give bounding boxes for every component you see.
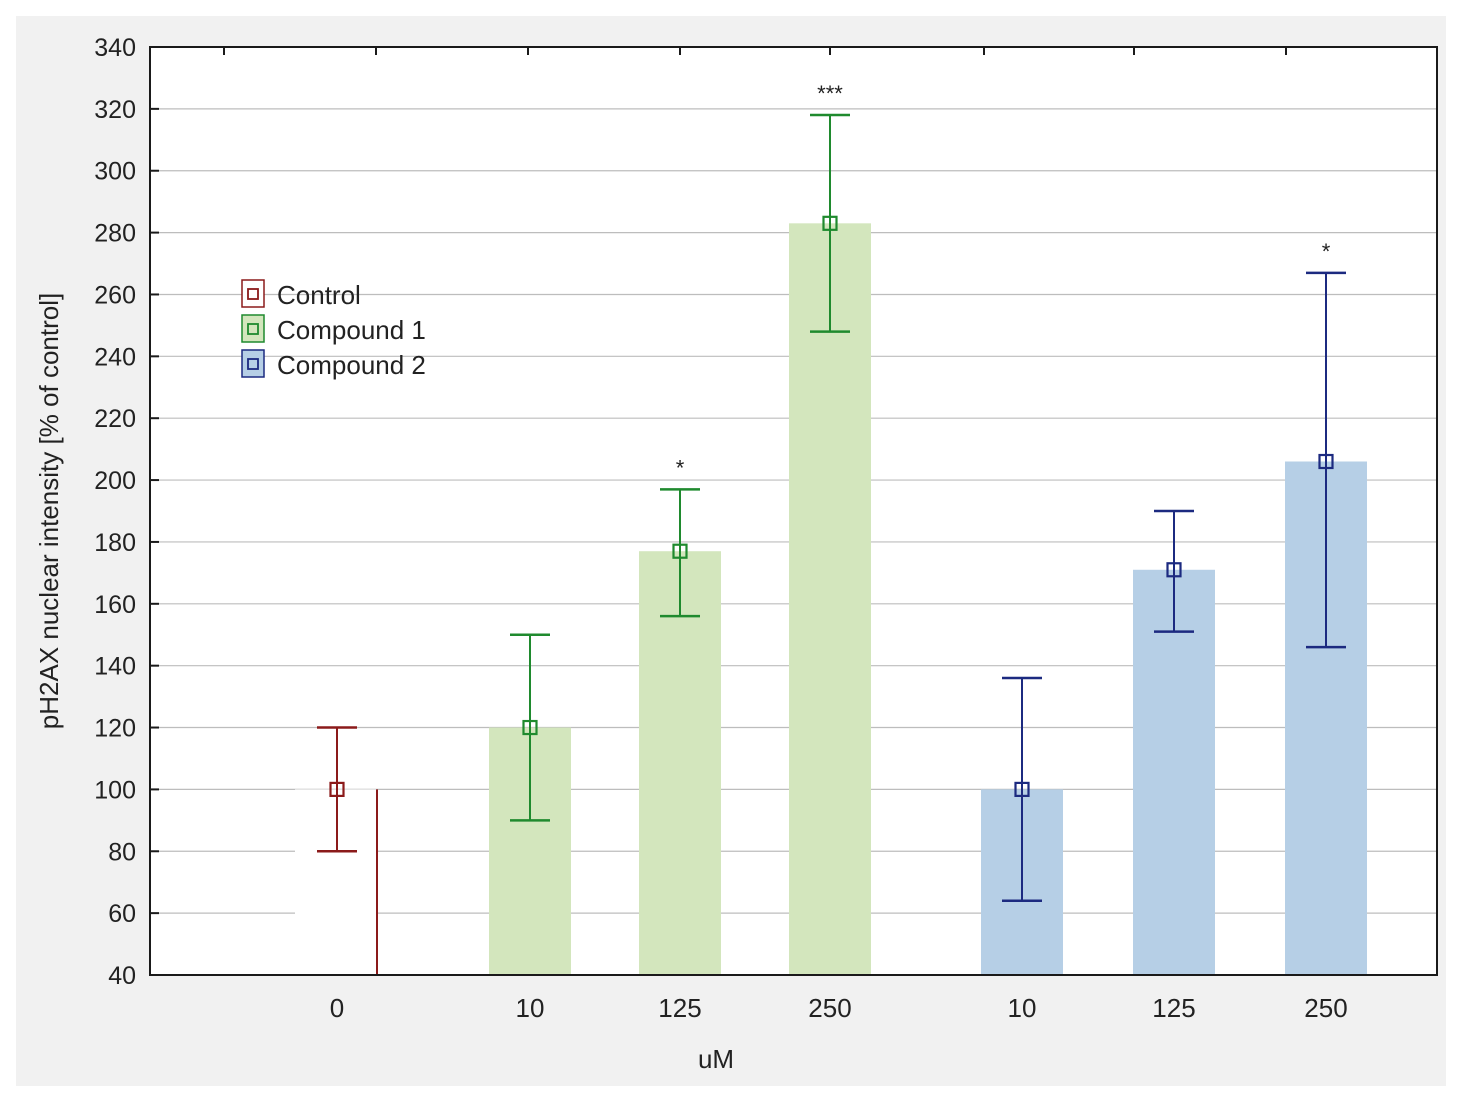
error-bars (317, 113, 1346, 903)
y-axis-title: pH2AX nuclear intensity [% of control] (34, 293, 64, 729)
mean-marker (672, 543, 688, 559)
y-tick-label: 100 (94, 776, 136, 804)
legend-label: Compound 1 (277, 315, 426, 345)
y-tick-label: 40 (108, 962, 136, 990)
legend-marker (247, 358, 259, 370)
y-axis: 40 60 80 100 120 140 160 180 200 220 240 260 280 300 3… (94, 34, 159, 990)
y-tick-label: 300 (94, 158, 136, 186)
legend-label: Control (277, 280, 361, 310)
x-axis-title: uM (698, 1044, 734, 1074)
y-tick-label: 340 (94, 34, 136, 62)
plot-border (149, 46, 1438, 976)
legend-swatch (242, 350, 264, 377)
legend-marker (247, 288, 259, 300)
mean-marker (329, 781, 345, 798)
legend-swatch (242, 315, 264, 342)
significance-marker: * (1322, 239, 1331, 264)
y-tick-label: 140 (94, 653, 136, 681)
y-tick-label: 120 (94, 715, 136, 743)
significance-marker: *** (817, 81, 843, 106)
legend-marker (247, 323, 259, 335)
bar-compound-2-125 (1133, 569, 1215, 975)
x-tick-label: 125 (1152, 993, 1195, 1023)
x-tick-label: 250 (808, 993, 851, 1023)
mean-marker (1318, 453, 1334, 470)
x-tick-label: 0 (330, 993, 344, 1023)
legend-swatch (242, 280, 264, 307)
mean-marker (1014, 781, 1030, 798)
legend-swatch-border (241, 314, 265, 343)
y-tick-label: 320 (94, 96, 136, 124)
x-tick-label: 10 (516, 993, 545, 1023)
y-tick-label: 220 (94, 405, 136, 433)
x-axis: 0 10 125 250 10 125 250 (223, 47, 1348, 1023)
y-tick-label: 240 (94, 343, 136, 371)
y-tick-label: 60 (108, 900, 136, 928)
y-tick-label: 280 (94, 220, 136, 248)
legend-label: Compound 2 (277, 350, 426, 380)
y-tick-label: 200 (94, 467, 136, 495)
mean-marker (1166, 562, 1182, 578)
bar-compound-1-125 (639, 551, 721, 975)
y-tick-label: 80 (108, 838, 136, 866)
mean-marker (522, 719, 538, 736)
bars (295, 223, 1367, 975)
x-tick-label: 125 (658, 993, 701, 1023)
legend: Control Compound 1 Compound 2 (241, 279, 426, 380)
significance-marker: * (676, 455, 685, 480)
y-tick-label: 160 (94, 591, 136, 619)
y-tick-label: 180 (94, 529, 136, 557)
y-tick-label: 260 (94, 281, 136, 309)
legend-swatch-border (241, 279, 265, 308)
x-tick-label: 10 (1008, 993, 1037, 1023)
x-tick-label: 250 (1304, 993, 1347, 1023)
legend-swatch-border (241, 349, 265, 378)
significance-markers: ***** (676, 81, 1331, 480)
bar-compound-1-250 (789, 223, 871, 975)
mean-marker (822, 215, 838, 231)
